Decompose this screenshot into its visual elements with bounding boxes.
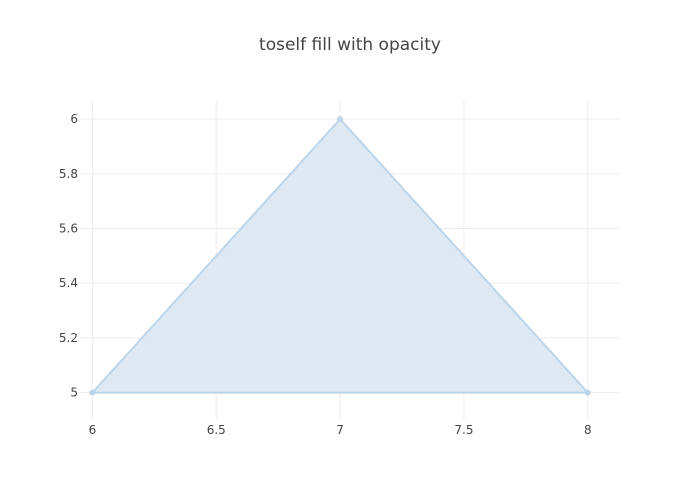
y-tick-label: 5.4 bbox=[59, 276, 78, 290]
x-tick-label: 7.5 bbox=[454, 423, 473, 437]
x-tick-label: 7 bbox=[336, 423, 344, 437]
data-point[interactable] bbox=[584, 389, 591, 396]
data-point[interactable] bbox=[337, 116, 344, 123]
series-line bbox=[91, 118, 589, 394]
chart-title: toself fill with opacity bbox=[259, 35, 441, 55]
y-tick-label: 5 bbox=[70, 386, 78, 400]
x-tick-label: 6 bbox=[89, 423, 97, 437]
series-layer bbox=[89, 116, 591, 396]
x-tick-label: 8 bbox=[584, 423, 592, 437]
data-point[interactable] bbox=[89, 389, 96, 396]
y-tick-label: 5.6 bbox=[59, 222, 78, 236]
y-tick-label: 5.8 bbox=[59, 167, 78, 181]
x-axis-ticks: 6 6.5 7 7.5 8 bbox=[89, 423, 592, 437]
x-tick-label: 6.5 bbox=[207, 423, 226, 437]
y-axis-ticks: 5 5.2 5.4 5.6 5.8 6 bbox=[59, 112, 78, 400]
y-tick-label: 5.2 bbox=[59, 331, 78, 345]
y-tick-label: 6 bbox=[70, 112, 78, 126]
series-fill-area bbox=[92, 119, 588, 393]
